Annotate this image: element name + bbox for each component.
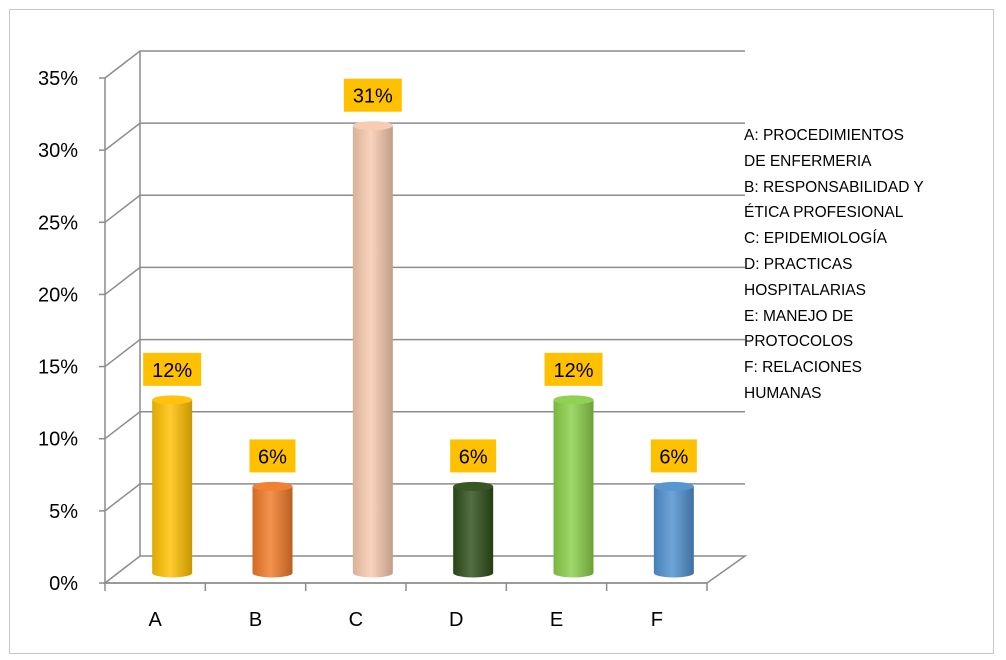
gridline: [104, 338, 745, 368]
data-label-f: 6%: [650, 439, 697, 473]
data-label: 6%: [459, 446, 488, 468]
bar-body: [152, 399, 193, 578]
x-tick-label: A: [148, 609, 162, 631]
y-tick-label: 20%: [38, 284, 78, 306]
bar-top: [252, 481, 293, 491]
data-label: 6%: [659, 446, 688, 468]
bar-b: [252, 481, 293, 578]
bar-top: [152, 395, 193, 405]
data-label: 6%: [258, 446, 287, 468]
chart-frame: [9, 9, 994, 654]
bar-top: [553, 395, 594, 405]
y-tick-label: 0%: [49, 573, 78, 595]
bar-top: [352, 121, 393, 131]
data-label-box: [650, 439, 697, 473]
bar-top: [453, 481, 494, 491]
x-tick-label: B: [249, 609, 262, 631]
data-label: 12%: [553, 360, 593, 382]
data-label: 12%: [152, 360, 192, 382]
x-tick-label: E: [550, 609, 563, 631]
y-tick-label: 25%: [38, 212, 78, 234]
legend-line: B: RESPONSABILIDAD Y: [744, 178, 924, 196]
axis-layer: 0% 5% 10% 15% 20% 25% 30% 35%: [38, 68, 708, 595]
floor: [102, 555, 748, 584]
y-tick-label: 5%: [49, 501, 78, 523]
bar-f: [653, 481, 694, 578]
legend-line: HOSPITALARIAS: [744, 281, 867, 299]
bar-body: [453, 486, 494, 578]
x-tick-label: D: [449, 609, 463, 631]
x-tick-label: C: [349, 609, 363, 631]
data-label-box: [450, 439, 497, 473]
legend-line: DE ENFERMERIA: [744, 152, 872, 170]
x-tick-label: F: [651, 609, 663, 631]
gridline: [104, 50, 745, 79]
legend-line: C: EPIDEMIOLOGÍA: [744, 230, 887, 248]
gridline: [104, 194, 745, 223]
bar-d: [453, 481, 494, 578]
bar-c: [352, 121, 393, 578]
legend-line: ÉTICA PROFESIONAL: [744, 204, 904, 222]
data-label-box: [249, 439, 296, 473]
gridline: [104, 122, 745, 151]
legend-line: E: MANEJO DE: [744, 307, 854, 325]
legend-line: F: RELACIONES: [744, 359, 862, 377]
data-label-b: 6%: [249, 439, 296, 473]
legend-line: HUMANAS: [744, 384, 822, 402]
bar-body: [553, 399, 594, 578]
label-layer: A 12% B 6% C 31% D 6% E 12% F 6%: [143, 78, 697, 631]
y-tick-label: 30%: [38, 140, 78, 162]
data-label-d: 6%: [450, 439, 497, 473]
legend-line: A: PROCEDIMIENTOS: [744, 127, 904, 144]
y-tick-label: 35%: [38, 68, 78, 90]
y-tick-label: 10%: [38, 429, 78, 451]
legend: A: PROCEDIMIENTOS DE ENFERMERIA B: RESPO…: [744, 123, 994, 407]
gridline: [104, 410, 745, 440]
bar-top: [653, 481, 694, 491]
legend-line: PROTOCOLOS: [744, 333, 854, 351]
legend-line: D: PRACTICAS: [744, 255, 853, 273]
gridline: [104, 266, 745, 296]
bar-body: [653, 486, 694, 578]
data-label: 31%: [353, 86, 393, 108]
bar-body: [252, 486, 293, 578]
data-label-e: 12%: [544, 352, 603, 386]
bar-e: [553, 395, 594, 578]
y-tick-label: 15%: [38, 357, 78, 379]
bar-body: [352, 125, 393, 578]
data-label-box: [143, 352, 202, 386]
gridline: [104, 483, 745, 512]
bar-a: [152, 395, 193, 578]
data-label-box: [544, 352, 603, 386]
bar-layer: [152, 121, 694, 578]
data-label-c: 31%: [343, 78, 402, 112]
data-label-box: [343, 78, 402, 112]
data-label-a: 12%: [143, 352, 202, 386]
grid-layer: [102, 50, 748, 584]
